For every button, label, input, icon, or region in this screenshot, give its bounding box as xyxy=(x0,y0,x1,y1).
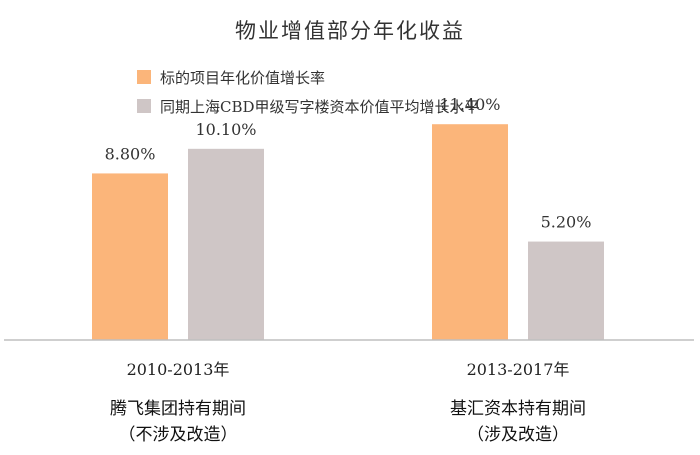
legend-label-series-2: 同期上海CBD甲级写字楼资本价值平均增长水平 xyxy=(160,98,480,116)
x-tick-label-1: 2010-2013年 xyxy=(127,360,230,379)
x-tick-label-2: 2013-2017年 xyxy=(467,360,570,379)
category-note-1-line-2: （不涉及改造） xyxy=(119,425,238,445)
bar-series-2-category-2 xyxy=(528,241,604,340)
bars xyxy=(92,124,604,340)
value-label-series-1-category-2: 11.40% xyxy=(439,95,500,114)
legend-swatch-series-2 xyxy=(137,99,151,113)
category-note-2-line-2: （涉及改造） xyxy=(467,425,569,445)
bar-series-2-category-1 xyxy=(188,148,264,340)
legend-label-series-1: 标的项目年化价值增长率 xyxy=(160,69,325,87)
value-label-series-2-category-1: 10.10% xyxy=(195,120,256,139)
bar-series-1-category-1 xyxy=(92,173,168,340)
value-label-series-2-category-2: 5.20% xyxy=(541,213,592,232)
category-note-2-line-1: 基汇资本持有期间 xyxy=(450,399,586,419)
value-label-series-1-category-1: 8.80% xyxy=(105,144,156,163)
bar-series-1-category-2 xyxy=(432,124,508,340)
value-labels: 8.80% 10.10% 11.40% 5.20% xyxy=(105,95,592,231)
legend-swatch-series-1 xyxy=(137,70,151,84)
chart-title: 物业增值部分年化收益 xyxy=(235,19,465,43)
category-note-1-line-1: 腾飞集团持有期间 xyxy=(110,399,246,419)
